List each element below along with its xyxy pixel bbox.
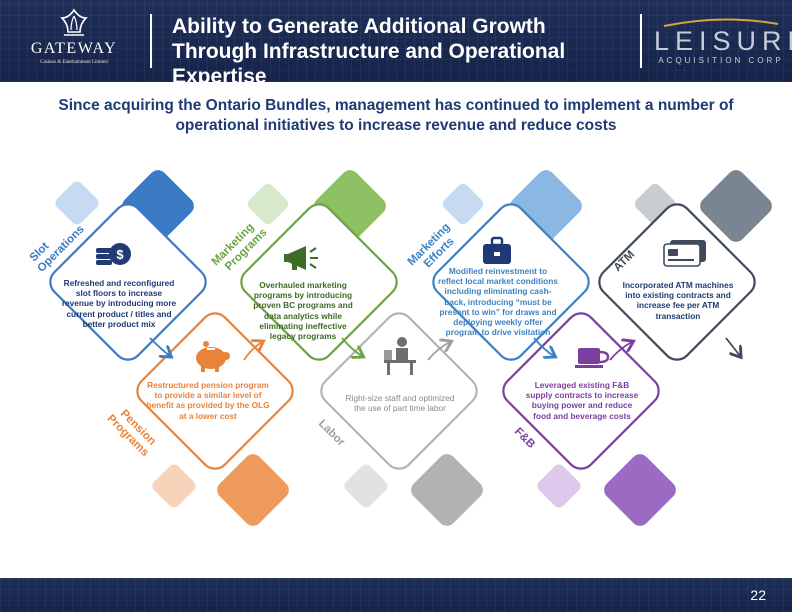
text-labor: Right-size staff and optimized the use o…	[345, 393, 455, 414]
svg-text:$: $	[116, 247, 124, 262]
text-marketing-programs: Overhauled marketing programs by introdu…	[253, 280, 353, 342]
text-slot-operations: Refreshed and reconfigured slot floors t…	[61, 278, 177, 329]
text-atm: Incorporated ATM machines into existing …	[622, 280, 734, 321]
diamond-slot-operations	[49, 203, 207, 361]
header-divider-right	[640, 14, 642, 68]
gateway-logo: GATEWAY Casinos & Entertainment Limited	[24, 8, 124, 74]
text-marketing-efforts: Modified reinvestment to reflect local m…	[438, 266, 558, 338]
label-fb: F&B	[512, 426, 537, 451]
megaphone-icon	[284, 246, 318, 270]
decor-diamonds-bottom	[152, 454, 676, 526]
label-labor: Labor	[316, 418, 347, 449]
gateway-name: GATEWAY	[30, 40, 118, 57]
arrow-pension-to-marketing	[243, 342, 262, 361]
footer-bar: 22	[0, 578, 792, 612]
briefcase-icon	[483, 236, 511, 264]
arrow-labor-to-efforts	[427, 342, 450, 361]
diamond-marketing-efforts	[432, 203, 590, 361]
leisure-swoosh-icon	[663, 18, 779, 27]
arrow-slot-to-pension	[149, 337, 170, 356]
header-banner: GATEWAY Casinos & Entertainment Limited …	[0, 0, 792, 82]
worker-desk-icon	[384, 337, 416, 375]
credit-card-icon	[663, 240, 706, 267]
arrow-atm-out	[725, 337, 740, 356]
text-pension-programs: Restructured pension program to provide …	[146, 380, 270, 421]
page-subtitle: Since acquiring the Ontario Bundles, man…	[58, 97, 734, 134]
diamond-atm	[598, 203, 756, 361]
initiatives-diagram: SlotOperations MarketingPrograms Marketi…	[28, 170, 772, 526]
leisure-name: LEISURE	[654, 26, 792, 56]
footer-texture	[0, 578, 792, 612]
arrow-efforts-to-fb	[533, 337, 554, 356]
page-number: 22	[750, 587, 766, 603]
gateway-crest-icon	[60, 8, 88, 36]
arrow-fb-to-atm	[609, 342, 632, 361]
diamond-marketing-programs	[240, 203, 398, 361]
coffee-cup-icon	[575, 348, 610, 368]
gateway-tagline: Casinos & Entertainment Limited	[40, 60, 108, 65]
text-fb: Leveraged existing F&B supply contracts …	[525, 380, 639, 421]
piggy-bank-icon	[196, 341, 230, 372]
arrow-marketing-to-labor	[341, 337, 362, 356]
header-divider-left	[150, 14, 152, 68]
header-texture	[0, 0, 792, 82]
leisure-logo: LEISURE ACQUISITION CORP	[654, 18, 792, 68]
page-title: Ability to Generate Additional Growth Th…	[172, 15, 566, 82]
dollar-coins-icon: $	[96, 243, 131, 265]
leisure-tagline: ACQUISITION CORP	[658, 56, 784, 65]
